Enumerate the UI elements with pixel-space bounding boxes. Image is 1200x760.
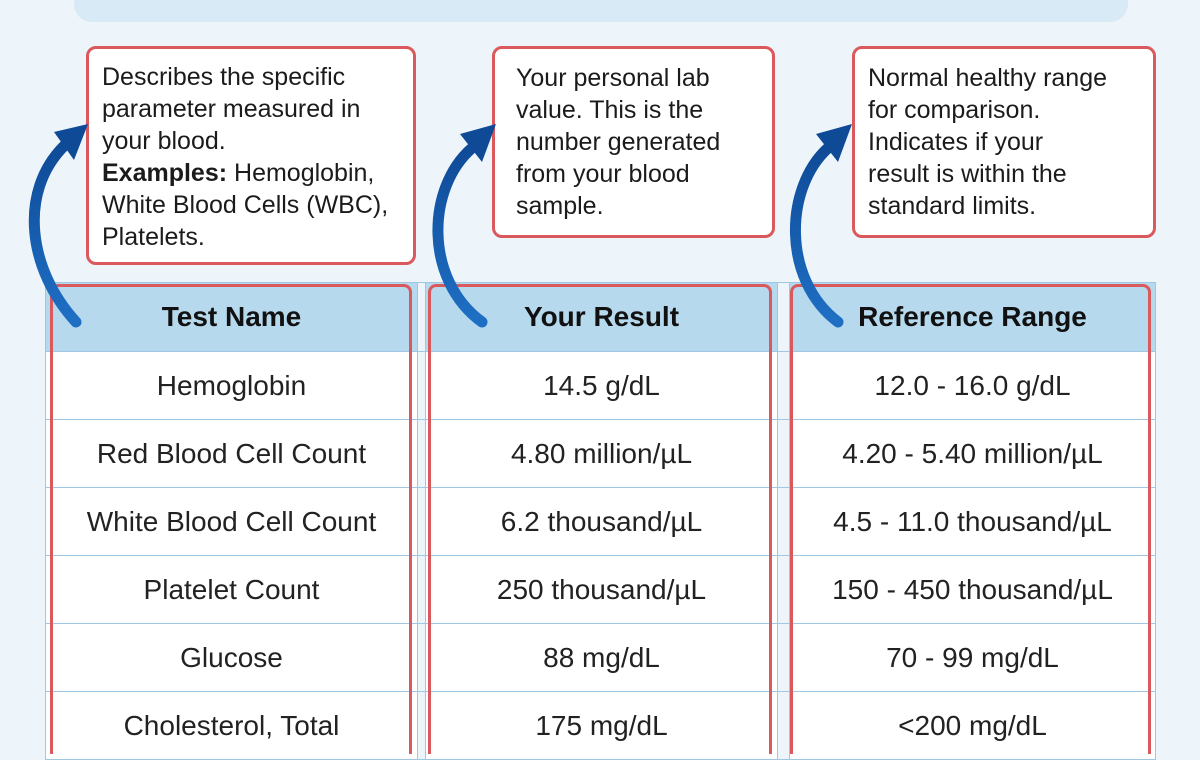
lab-results-table-area: Test Name Your Result Reference Range He… [45, 282, 1156, 760]
column-gap [417, 487, 426, 556]
table-row: Platelet Count 250 thousand/µL 150 - 450… [45, 555, 1156, 624]
cell-result: 88 mg/dL [425, 623, 778, 692]
callout-reference-range: Normal healthy range for comparison. Ind… [852, 46, 1156, 238]
table-header-row: Test Name Your Result Reference Range [45, 282, 1156, 352]
callout-line: number generated [516, 128, 721, 156]
table-row: Glucose 88 mg/dL 70 - 99 mg/dL [45, 623, 1156, 692]
table-row: Cholesterol, Total 175 mg/dL <200 mg/dL [45, 691, 1156, 760]
examples-label: Examples: [102, 159, 228, 187]
callout-line: sample. [516, 192, 604, 220]
column-gap [417, 351, 426, 420]
cell-result: 250 thousand/µL [425, 555, 778, 624]
cell-result: 4.80 million/µL [425, 419, 778, 488]
callout-line: result is within the [868, 160, 1067, 188]
header-test-name: Test Name [45, 282, 418, 352]
title-banner [74, 0, 1128, 22]
cell-range: 150 - 450 thousand/µL [789, 555, 1156, 624]
cell-range: 4.20 - 5.40 million/µL [789, 419, 1156, 488]
callout-line: Describes the specific [102, 63, 346, 91]
callout-line: parameter measured in [102, 95, 361, 123]
cell-test-name: Glucose [45, 623, 418, 692]
callout-line: Platelets. [102, 223, 205, 251]
column-gap [777, 555, 790, 624]
callout-line: Indicates if your [868, 128, 1044, 156]
cell-result: 6.2 thousand/µL [425, 487, 778, 556]
cell-test-name: Red Blood Cell Count [45, 419, 418, 488]
column-gap [417, 691, 426, 760]
column-gap [777, 487, 790, 556]
callout-line: value. This is the [516, 96, 704, 124]
column-gap [417, 419, 426, 488]
cell-range: 70 - 99 mg/dL [789, 623, 1156, 692]
callout-test-name: Describes the specific parameter measure… [86, 46, 416, 265]
column-gap [777, 419, 790, 488]
callout-examples-line: Examples: Hemoglobin, [102, 157, 413, 189]
callout-line: White Blood Cells (WBC), [102, 191, 389, 219]
callout-line: standard limits. [868, 192, 1037, 220]
table-row: Hemoglobin 14.5 g/dL 12.0 - 16.0 g/dL [45, 351, 1156, 420]
column-gap [777, 282, 790, 352]
column-gap [417, 282, 426, 352]
header-reference-range: Reference Range [789, 282, 1156, 352]
cell-range: <200 mg/dL [789, 691, 1156, 760]
examples-text: Hemoglobin, [227, 159, 375, 187]
cell-test-name: Platelet Count [45, 555, 418, 624]
callout-line: for comparison. [868, 96, 1041, 124]
column-gap [417, 623, 426, 692]
callout-line: from your blood [516, 160, 690, 188]
callout-line: Your personal lab [516, 64, 710, 92]
callout-your-result: Your personal lab value. This is the num… [492, 46, 775, 238]
cell-test-name: White Blood Cell Count [45, 487, 418, 556]
cell-result: 14.5 g/dL [425, 351, 778, 420]
column-gap [777, 351, 790, 420]
cell-range: 4.5 - 11.0 thousand/µL [789, 487, 1156, 556]
callout-line: your blood. [102, 127, 226, 155]
callout-line: Normal healthy range [868, 64, 1108, 92]
cell-test-name: Hemoglobin [45, 351, 418, 420]
cell-range: 12.0 - 16.0 g/dL [789, 351, 1156, 420]
lab-results-table: Test Name Your Result Reference Range He… [45, 282, 1156, 760]
table-row: Red Blood Cell Count 4.80 million/µL 4.2… [45, 419, 1156, 488]
column-gap [777, 691, 790, 760]
cell-test-name: Cholesterol, Total [45, 691, 418, 760]
cell-result: 175 mg/dL [425, 691, 778, 760]
header-your-result: Your Result [425, 282, 778, 352]
column-gap [417, 555, 426, 624]
table-row: White Blood Cell Count 6.2 thousand/µL 4… [45, 487, 1156, 556]
column-gap [777, 623, 790, 692]
